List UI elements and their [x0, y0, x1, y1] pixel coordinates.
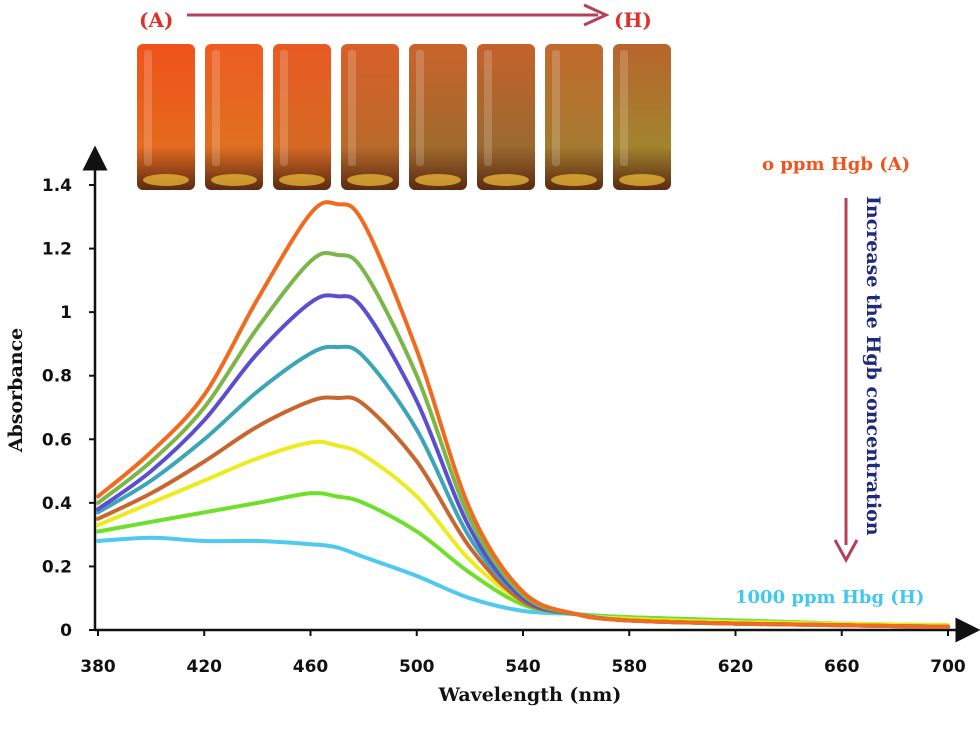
label-increase-trend: Increase the Hgb concentration — [862, 196, 884, 536]
spectrum-line-4 — [96, 344, 950, 629]
x-tick-label: 420 — [187, 657, 223, 677]
y-axis-ticks: 0 0.2 0.4 0.6 0.8 1 1.2 1.4 — [42, 176, 95, 641]
vial-highlight — [552, 50, 560, 166]
y-tick-label: 0.6 — [42, 430, 72, 450]
x-tick-label: 700 — [930, 657, 966, 677]
spectrum-line-1 — [96, 200, 950, 629]
x-tick-label: 380 — [80, 657, 116, 677]
vial-base-glow — [619, 174, 665, 186]
x-tick-label: 580 — [612, 657, 648, 677]
vial-base-glow — [415, 174, 461, 186]
x-tick-label: 500 — [399, 657, 435, 677]
vial-7 — [545, 44, 603, 190]
vial-4 — [341, 44, 399, 190]
y-tick-label: 1 — [60, 303, 72, 323]
vial-highlight — [484, 50, 492, 166]
x-axis-ticks: 380 420 460 500 540 580 620 660 700 — [80, 630, 966, 677]
vial-photo-strip — [137, 44, 671, 190]
y-axis-title: Absorbance — [5, 328, 27, 453]
vial-highlight — [620, 50, 628, 166]
trend-arrow-head — [833, 539, 859, 564]
vial-5 — [409, 44, 467, 190]
label-h-top: (H) — [614, 8, 652, 32]
vial-highlight — [212, 50, 220, 166]
vial-1 — [137, 44, 195, 190]
top-arrow-head — [583, 3, 610, 27]
vial-base-glow — [551, 174, 597, 186]
vial-highlight — [416, 50, 424, 166]
x-tick-label: 540 — [505, 657, 541, 677]
vial-highlight — [280, 50, 288, 166]
y-tick-label: 1.4 — [42, 176, 72, 196]
label-thousand-ppm: 1000 ppm Hbg (H) — [735, 587, 924, 608]
y-tick-label: 0.8 — [42, 367, 72, 387]
vial-3 — [273, 44, 331, 190]
spectra-series — [96, 200, 950, 629]
vial-highlight — [348, 50, 356, 166]
x-tick-label: 460 — [293, 657, 329, 677]
y-tick-label: 0.4 — [42, 494, 72, 514]
vial-base-glow — [483, 174, 529, 186]
vial-highlight — [144, 50, 152, 166]
spectrum-line-2 — [96, 250, 950, 629]
vial-base-glow — [211, 174, 257, 186]
label-zero-ppm: o ppm Hgb (A) — [762, 154, 910, 175]
spectrum-line-8 — [96, 535, 950, 629]
spectrum-line-3 — [96, 293, 950, 629]
x-tick-label: 660 — [824, 657, 860, 677]
x-tick-label: 620 — [718, 657, 754, 677]
vial-2 — [205, 44, 263, 190]
y-tick-label: 1.2 — [42, 240, 72, 260]
vial-8 — [613, 44, 671, 190]
vial-base-glow — [143, 174, 189, 186]
vial-base-glow — [347, 174, 393, 186]
x-axis-title: Wavelength (nm) — [438, 684, 622, 706]
y-tick-label: 0.2 — [42, 557, 72, 577]
top-arrow-annotation: (A) (H) — [139, 3, 652, 32]
label-a-top: (A) — [139, 8, 173, 32]
y-tick-label: 0 — [60, 621, 72, 641]
vial-base-glow — [279, 174, 325, 186]
axes — [82, 145, 980, 643]
vial-6 — [477, 44, 535, 190]
